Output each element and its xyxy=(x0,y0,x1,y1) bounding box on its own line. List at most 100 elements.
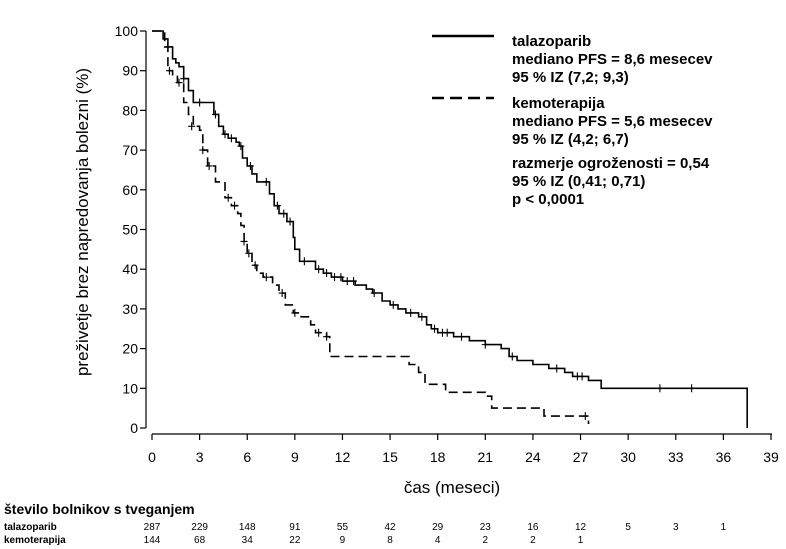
y-axis-title: preživetje brez napredovanja bolezni (%) xyxy=(73,68,92,376)
censor-mark-kemoterapija xyxy=(231,201,239,210)
censor-mark-kemoterapija xyxy=(323,332,331,341)
at-risk-value-talazoparib: 23 xyxy=(480,522,492,533)
at-risk-value-kemoterapija: 9 xyxy=(340,535,346,546)
at-risk-table: število bolnikov s tveganjem talazoparib… xyxy=(4,501,727,546)
censor-mark-talazoparib xyxy=(481,340,489,349)
legend-label-kemoterapija: kemoterapija xyxy=(512,95,605,112)
at-risk-value-talazoparib: 55 xyxy=(337,522,349,533)
censor-mark-talazoparib xyxy=(343,277,351,286)
censor-mark-talazoparib xyxy=(323,269,331,278)
at-risk-value-talazoparib: 287 xyxy=(144,522,161,533)
legend-median-talazoparib: mediano PFS = 8,6 mesecev xyxy=(512,51,713,68)
x-tick-label: 27 xyxy=(573,449,589,465)
censor-mark-talazoparib xyxy=(246,161,254,170)
censor-mark-kemoterapija xyxy=(315,328,323,337)
censor-mark-talazoparib xyxy=(331,273,339,282)
censor-mark-kemoterapija xyxy=(245,249,253,258)
x-tick-label: 0 xyxy=(148,449,156,465)
legend-label-talazoparib: talazoparib xyxy=(512,33,591,50)
at-risk-value-talazoparib: 12 xyxy=(575,522,587,533)
censor-mark-talazoparib xyxy=(280,209,288,218)
x-axis-title: čas (meseci) xyxy=(404,478,500,497)
censor-mark-kemoterapija xyxy=(205,161,213,170)
x-tick-label: 18 xyxy=(430,449,446,465)
x-tick-label: 30 xyxy=(620,449,636,465)
legend-ci-talazoparib: 95 % IZ (7,2; 9,3) xyxy=(512,69,629,86)
curves xyxy=(152,30,748,428)
at-risk-value-talazoparib: 42 xyxy=(385,522,397,533)
y-tick-label: 30 xyxy=(122,301,138,317)
censor-mark-talazoparib xyxy=(227,134,235,143)
at-risk-value-talazoparib: 148 xyxy=(239,522,256,533)
censor-mark-talazoparib xyxy=(221,130,229,139)
censor-mark-talazoparib xyxy=(315,265,323,274)
at-risk-row-label-kemoterapija: kemoterapija xyxy=(4,535,66,546)
censor-mark-talazoparib xyxy=(370,289,378,298)
censor-mark-talazoparib xyxy=(443,328,451,337)
at-risk-value-talazoparib: 16 xyxy=(527,522,539,533)
hazard-ratio-text: razmerje ogroženosti = 0,54 xyxy=(512,155,710,172)
x-tick-label: 33 xyxy=(668,449,684,465)
at-risk-value-kemoterapija: 4 xyxy=(435,535,441,546)
legend-ci-kemoterapija: 95 % IZ (4,2; 6,7) xyxy=(512,131,629,148)
censor-mark-talazoparib xyxy=(262,177,270,186)
censor-mark-kemoterapija xyxy=(581,412,589,421)
censor-mark-talazoparib xyxy=(286,217,294,226)
y-tick-label: 70 xyxy=(122,142,138,158)
x-tick-label: 6 xyxy=(243,449,251,465)
hazard-ratio-ci-text: 95 % IZ (0,41; 0,71) xyxy=(512,173,645,190)
censor-mark-kemoterapija xyxy=(199,146,207,155)
censor-mark-kemoterapija xyxy=(251,261,259,270)
at-risk-value-talazoparib: 91 xyxy=(289,522,301,533)
censor-mark-kemoterapija xyxy=(262,273,270,282)
x-tick-label: 15 xyxy=(382,449,398,465)
censor-mark-talazoparib xyxy=(431,324,439,333)
y-tick-label: 20 xyxy=(122,341,138,357)
legend-median-kemoterapija: mediano PFS = 5,6 mesecev xyxy=(512,113,713,130)
x-tick-label: 9 xyxy=(291,449,299,465)
x-tick-label: 36 xyxy=(716,449,732,465)
y-tick-label: 90 xyxy=(122,63,138,79)
y-tick-label: 100 xyxy=(115,23,139,39)
x-tick-label: 21 xyxy=(478,449,494,465)
x-tick-label: 12 xyxy=(335,449,351,465)
censor-mark-kemoterapija xyxy=(278,289,286,298)
at-risk-value-talazoparib: 5 xyxy=(625,522,631,533)
censor-mark-talazoparib xyxy=(180,74,188,83)
at-risk-value-kemoterapija: 68 xyxy=(194,535,206,546)
censor-mark-talazoparib xyxy=(578,372,586,381)
censor-mark-talazoparib xyxy=(300,257,308,266)
censor-mark-talazoparib xyxy=(389,300,397,309)
censor-mark-talazoparib xyxy=(211,110,219,119)
series-line-talazoparib xyxy=(152,30,748,428)
censor-mark-talazoparib xyxy=(656,384,664,393)
censor-mark-kemoterapija xyxy=(188,122,196,131)
y-tick-label: 0 xyxy=(130,420,138,436)
censor-mark-talazoparib xyxy=(407,308,415,317)
censor-mark-talazoparib xyxy=(458,332,465,341)
censor-mark-kemoterapija xyxy=(224,193,232,202)
at-risk-value-talazoparib: 229 xyxy=(191,522,208,533)
at-risk-value-kemoterapija: 1 xyxy=(578,535,584,546)
censor-mark-talazoparib xyxy=(196,98,204,107)
x-tick-label: 39 xyxy=(763,449,779,465)
censor-mark-kemoterapija xyxy=(165,66,173,75)
censor-mark-talazoparib xyxy=(508,352,516,361)
at-risk-value-talazoparib: 1 xyxy=(721,522,727,533)
censor-mark-kemoterapija xyxy=(291,308,299,317)
censor-mark-talazoparib xyxy=(337,273,345,282)
censor-mark-talazoparib xyxy=(237,142,245,151)
censor-mark-kemoterapija xyxy=(175,78,183,87)
at-risk-row-label-talazoparib: talazoparib xyxy=(4,522,57,533)
at-risk-title: število bolnikov s tveganjem xyxy=(4,501,195,517)
at-risk-value-kemoterapija: 8 xyxy=(387,535,393,546)
y-tick-label: 60 xyxy=(122,182,138,198)
censor-mark-talazoparib xyxy=(273,201,281,210)
x-tick-label: 24 xyxy=(525,449,541,465)
x-tick-label: 3 xyxy=(196,449,204,465)
at-risk-value-talazoparib: 29 xyxy=(432,522,444,533)
y-tick-label: 40 xyxy=(122,261,138,277)
at-risk-value-kemoterapija: 34 xyxy=(242,535,254,546)
